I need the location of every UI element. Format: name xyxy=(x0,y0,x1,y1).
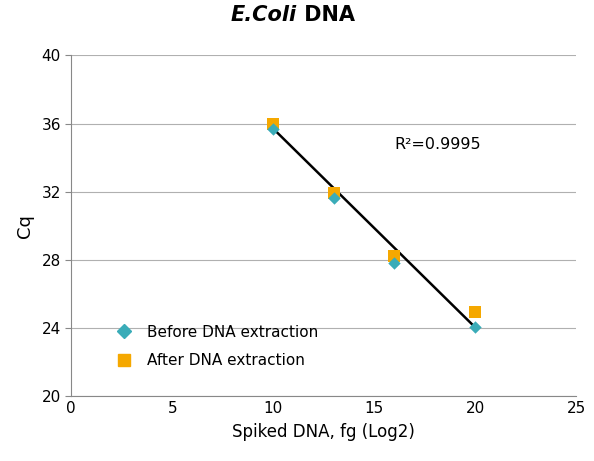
Text: E.Coli: E.Coli xyxy=(231,6,297,25)
Point xyxy=(268,121,278,128)
Point xyxy=(390,259,399,266)
Text: DNA: DNA xyxy=(297,6,355,25)
Text: R²=0.9995: R²=0.9995 xyxy=(394,137,481,152)
Point xyxy=(329,194,339,201)
Point xyxy=(268,125,278,132)
Point xyxy=(470,308,480,316)
Y-axis label: Cq: Cq xyxy=(17,214,34,238)
Point xyxy=(390,252,399,260)
Point xyxy=(470,324,480,331)
Legend: Before DNA extraction, After DNA extraction: Before DNA extraction, After DNA extract… xyxy=(109,325,318,368)
X-axis label: Spiked DNA, fg (Log2): Spiked DNA, fg (Log2) xyxy=(232,423,415,441)
Point xyxy=(329,190,339,197)
